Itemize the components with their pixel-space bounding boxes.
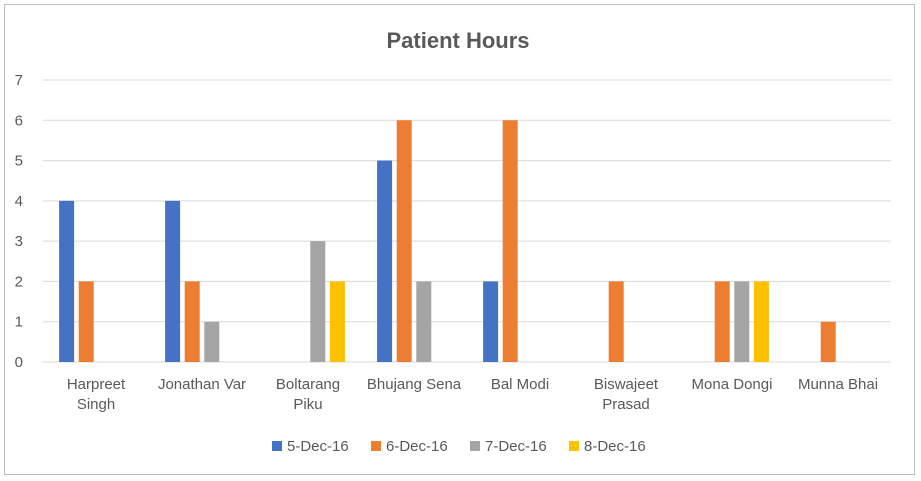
y-tick-label: 0 bbox=[15, 354, 23, 371]
x-tick-line: Singh bbox=[77, 396, 115, 413]
x-tick-line: Boltarang bbox=[276, 376, 340, 393]
y-tick-label: 5 bbox=[15, 153, 23, 170]
x-tick-line: Munna Bhai bbox=[798, 376, 878, 393]
bar bbox=[377, 160, 393, 362]
bar bbox=[329, 281, 345, 362]
y-tick-label: 2 bbox=[15, 273, 23, 290]
bar bbox=[483, 281, 499, 362]
bars bbox=[59, 120, 836, 363]
x-tick-line: Biswajeet bbox=[594, 376, 659, 393]
legend-swatch bbox=[272, 441, 282, 451]
legend-swatch bbox=[371, 441, 381, 451]
bar bbox=[59, 200, 75, 362]
bar bbox=[753, 281, 769, 362]
x-tick-label: Jonathan Var bbox=[158, 376, 246, 393]
bar bbox=[204, 321, 220, 362]
bar bbox=[820, 321, 836, 362]
y-tick-label: 4 bbox=[15, 193, 23, 210]
x-tick-line: Bal Modi bbox=[491, 376, 549, 393]
x-tick-line: Harpreet bbox=[67, 376, 126, 393]
bar bbox=[184, 281, 200, 362]
chart-title: Patient Hours bbox=[386, 28, 529, 53]
x-tick-label: Harpreet Singh bbox=[67, 376, 126, 413]
x-tick-line: Jonathan Var bbox=[158, 376, 246, 393]
legend-swatch bbox=[470, 441, 480, 451]
bar bbox=[714, 281, 730, 362]
x-axis-ticks: Harpreet Singh Jonathan Var Boltarang Piku Bh… bbox=[67, 376, 878, 413]
y-tick-label: 7 bbox=[15, 72, 23, 89]
x-tick-label: Bhujang Sena bbox=[367, 376, 462, 393]
bar bbox=[608, 281, 624, 362]
grid-lines bbox=[43, 79, 891, 363]
y-tick-label: 3 bbox=[15, 233, 23, 250]
y-tick-label: 1 bbox=[15, 314, 23, 331]
bar bbox=[165, 200, 181, 362]
x-tick-line: Bhujang Sena bbox=[367, 376, 462, 393]
y-tick-label: 6 bbox=[15, 112, 23, 129]
bar bbox=[396, 120, 412, 363]
x-tick-label: Boltarang Piku bbox=[276, 376, 340, 413]
x-tick-label: Biswajeet Prasad bbox=[594, 376, 659, 413]
x-tick-line: Prasad bbox=[602, 396, 650, 413]
bar bbox=[78, 281, 94, 362]
legend: 5-Dec-16 6-Dec-16 7-Dec-16 8-Dec-16 bbox=[272, 438, 646, 455]
chart-frame bbox=[4, 4, 915, 475]
bar bbox=[502, 120, 518, 363]
x-tick-label: Munna Bhai bbox=[798, 376, 878, 393]
legend-label: 8-Dec-16 bbox=[584, 438, 646, 455]
x-tick-line: Piku bbox=[293, 396, 322, 413]
bar bbox=[416, 281, 432, 362]
legend-label: 6-Dec-16 bbox=[386, 438, 448, 455]
legend-swatch bbox=[569, 441, 579, 451]
x-tick-label: Bal Modi bbox=[491, 376, 549, 393]
y-axis-ticks: 0 1 2 3 4 5 6 7 bbox=[15, 72, 23, 371]
bar bbox=[734, 281, 750, 362]
x-tick-line: Mona Dongi bbox=[692, 376, 773, 393]
legend-label: 7-Dec-16 bbox=[485, 438, 547, 455]
legend-label: 5-Dec-16 bbox=[287, 438, 349, 455]
bar bbox=[310, 241, 326, 362]
x-tick-label: Mona Dongi bbox=[692, 376, 773, 393]
